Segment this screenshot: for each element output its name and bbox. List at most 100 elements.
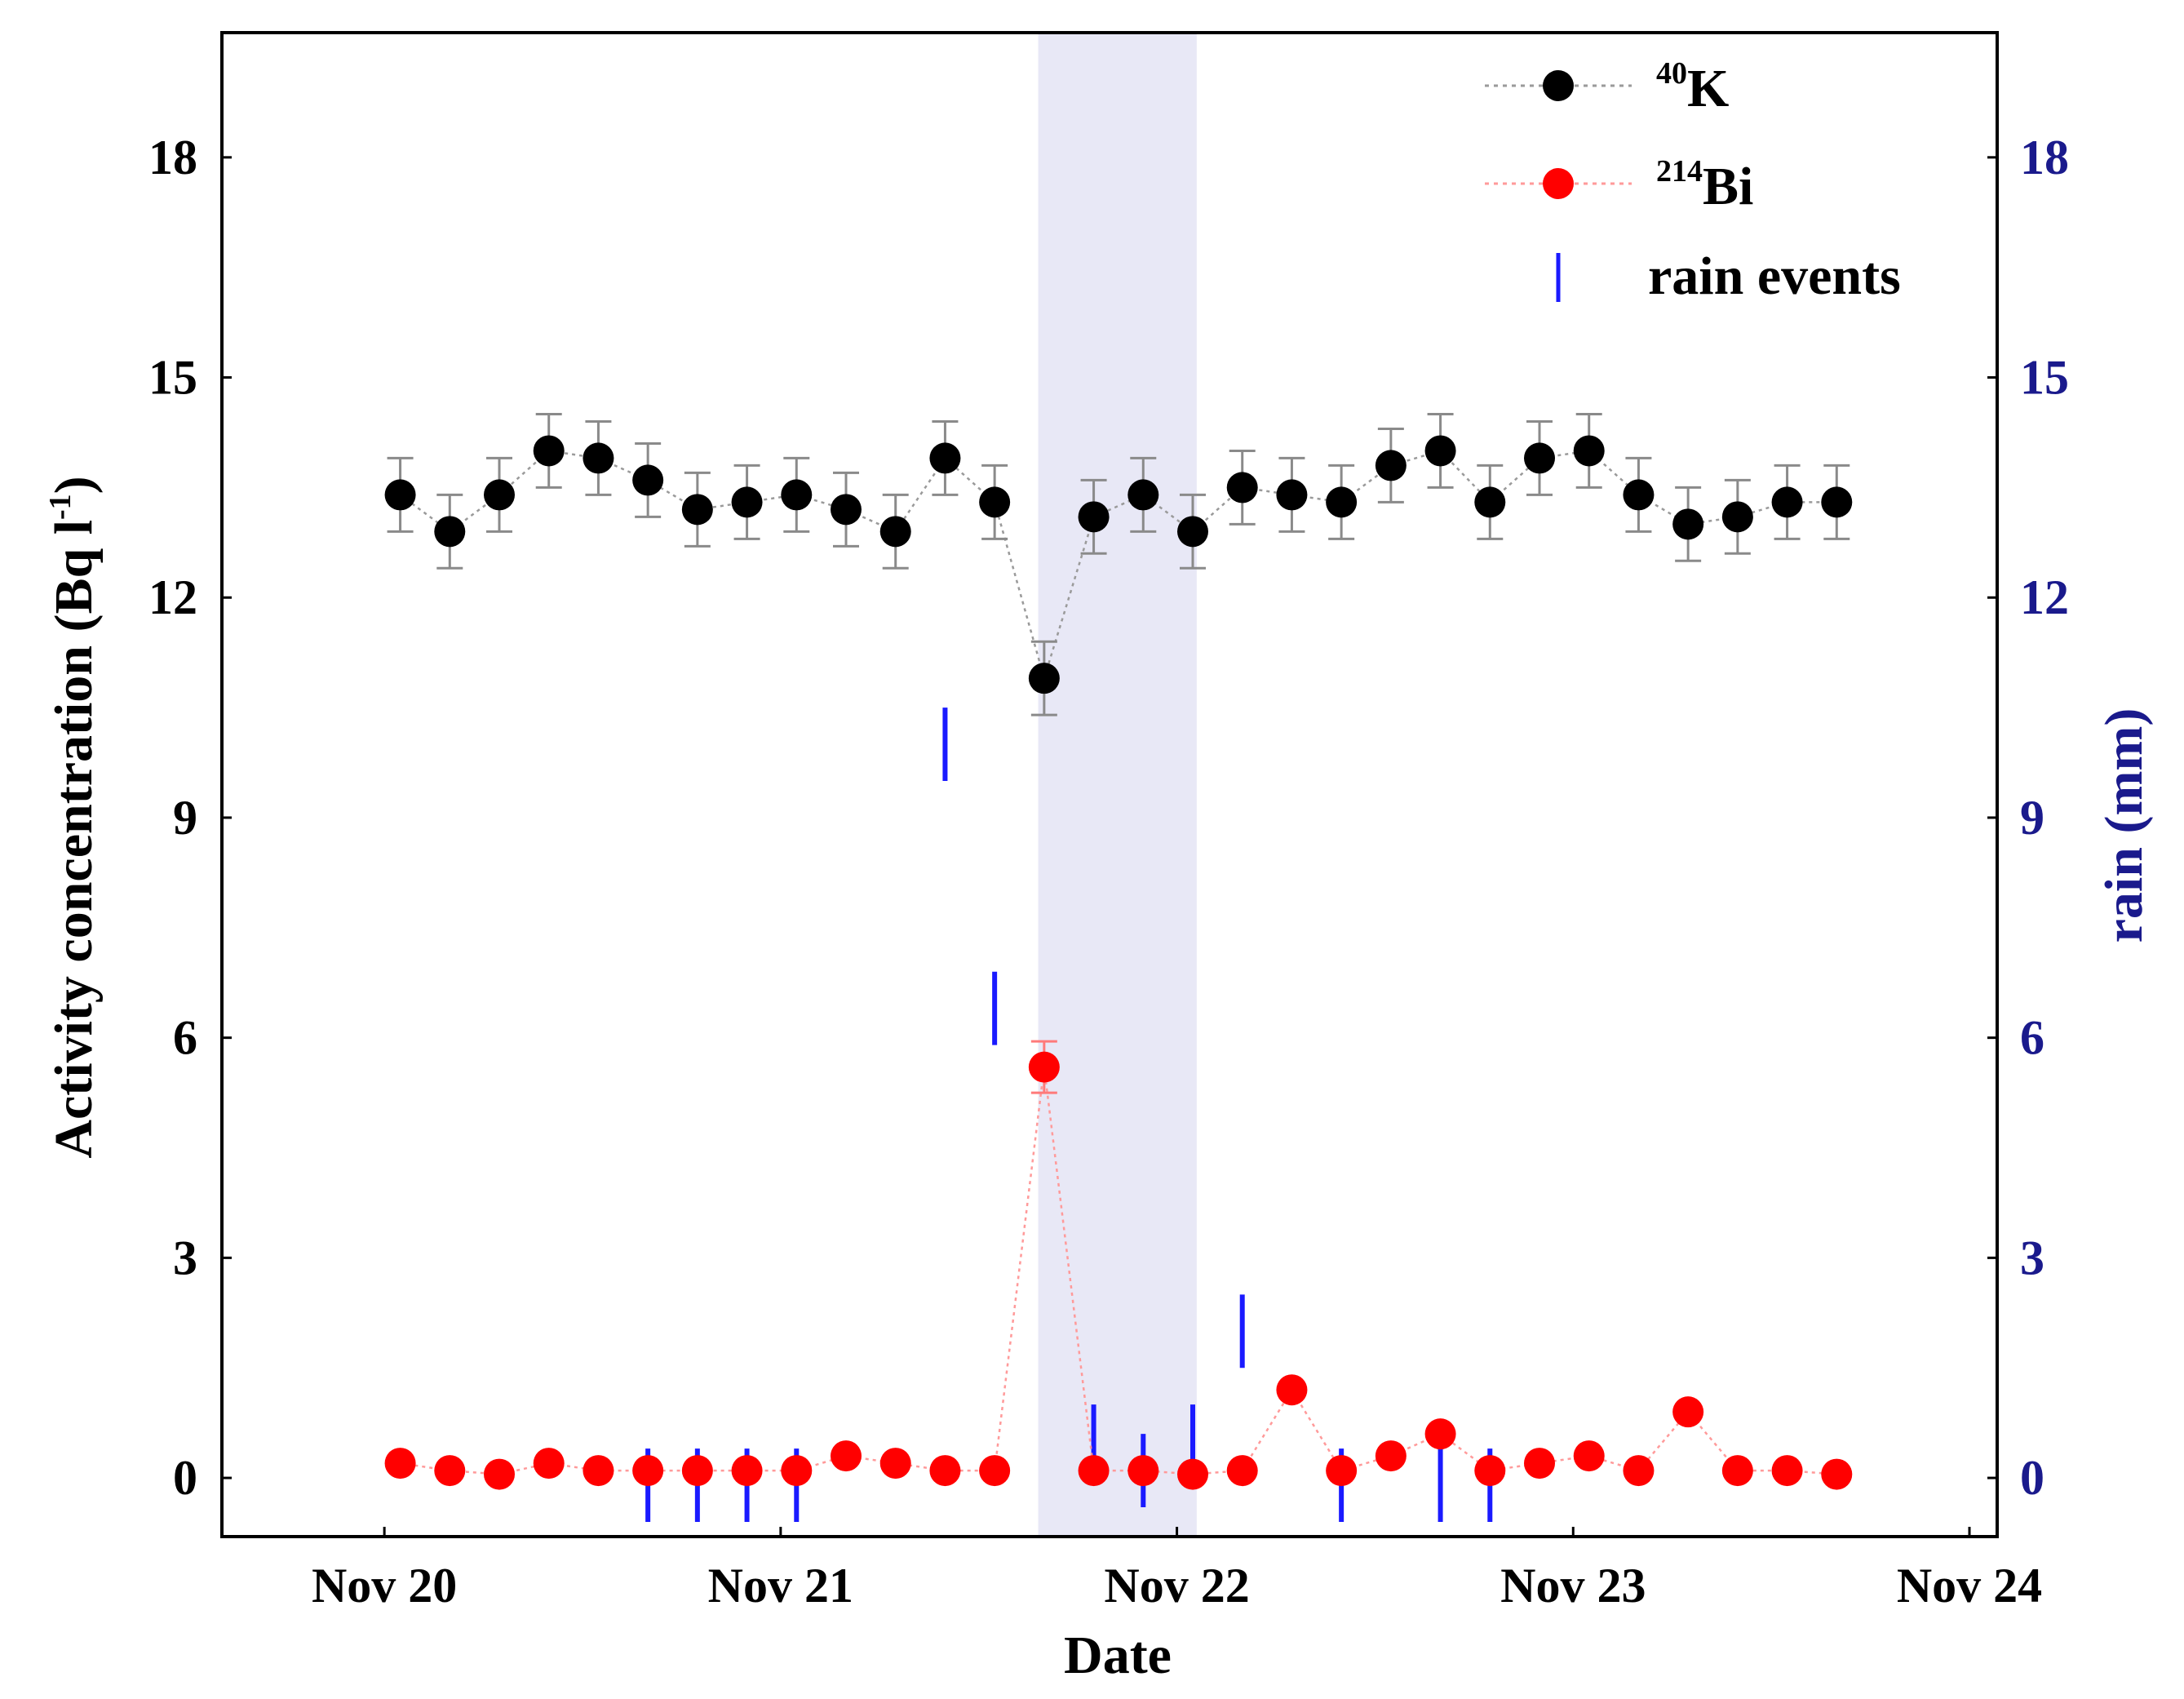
bi214-point bbox=[533, 1448, 565, 1479]
x-tick-label: Nov 23 bbox=[1500, 1559, 1646, 1612]
k40-point bbox=[1623, 479, 1655, 511]
y-left-tick-label: 18 bbox=[148, 131, 197, 184]
bi214-point bbox=[1177, 1458, 1208, 1490]
k40-point bbox=[533, 435, 565, 467]
y-left-tick-label: 9 bbox=[173, 791, 197, 845]
k40-point bbox=[831, 494, 862, 526]
legend-k40-main: K bbox=[1687, 59, 1729, 118]
bi214-point bbox=[1276, 1374, 1308, 1406]
bi214-point bbox=[1623, 1455, 1655, 1487]
y-left-tick-label: 3 bbox=[173, 1231, 197, 1284]
shaded-region bbox=[1038, 33, 1197, 1537]
bi214-point bbox=[484, 1458, 515, 1490]
y-axis-left-title-sup: -1 bbox=[43, 494, 78, 520]
k40-point bbox=[632, 464, 664, 496]
k40-point bbox=[1326, 486, 1358, 518]
y-axis-left-title-main: Activity concentration (Bq l bbox=[44, 520, 104, 1159]
bi214-point bbox=[1078, 1455, 1110, 1487]
k40-point bbox=[1424, 435, 1456, 467]
k40-point bbox=[583, 442, 614, 474]
k40-point bbox=[879, 516, 911, 548]
k40-point bbox=[1672, 508, 1704, 540]
bi214-point bbox=[1821, 1458, 1853, 1490]
k40-series-layer bbox=[384, 412, 1853, 716]
y-right-tick-label: 9 bbox=[2020, 791, 2044, 845]
k40-point bbox=[1028, 663, 1060, 694]
k40-point bbox=[1226, 472, 1258, 503]
k40-point bbox=[731, 486, 763, 518]
y-right-tick-label: 0 bbox=[2020, 1451, 2044, 1505]
k40-point bbox=[1721, 501, 1753, 533]
legend-bi214-main: Bi bbox=[1703, 157, 1753, 216]
legend-bi214-label: 214Bi bbox=[1656, 154, 1753, 216]
bi214-point bbox=[1771, 1455, 1803, 1487]
legend-bi214-sup: 214 bbox=[1656, 154, 1703, 189]
tick-labels-layer: 0 3 6 9 12 15 18 0 3 6 9 12 15 18 Nov 20 Nov 21 Nov 22 No… bbox=[148, 131, 2069, 1612]
legend-k40-sup: 40 bbox=[1656, 56, 1687, 91]
y-right-tick-label: 3 bbox=[2020, 1231, 2044, 1284]
legend-bi214-marker bbox=[1543, 168, 1574, 199]
legend-rain-label: rain events bbox=[1648, 246, 1901, 306]
y-left-tick-label: 0 bbox=[173, 1451, 197, 1505]
x-axis-title: Date bbox=[1064, 1626, 1172, 1685]
x-tick-label: Nov 22 bbox=[1104, 1559, 1249, 1612]
bi214-point bbox=[1474, 1455, 1506, 1487]
k40-point bbox=[1375, 450, 1407, 481]
k40-point bbox=[1821, 486, 1853, 518]
bi214-point bbox=[1127, 1455, 1159, 1487]
k40-point bbox=[434, 516, 466, 548]
bi214-point bbox=[1226, 1455, 1258, 1487]
bi214-point bbox=[632, 1455, 664, 1487]
k40-point bbox=[681, 494, 713, 526]
k40-point bbox=[1127, 479, 1159, 511]
x-tick-label: Nov 24 bbox=[1897, 1559, 2042, 1612]
bi214-point bbox=[1721, 1455, 1753, 1487]
shaded-region-layer bbox=[1038, 33, 1197, 1537]
bi214-point bbox=[831, 1440, 862, 1472]
k40-point bbox=[1177, 516, 1208, 548]
bi214-point bbox=[1375, 1440, 1407, 1472]
legend: 40K 214Bi rain events bbox=[1485, 56, 1901, 306]
k40-point bbox=[1078, 501, 1110, 533]
k40-point bbox=[484, 479, 515, 511]
bi214-point bbox=[681, 1455, 713, 1487]
k40-point bbox=[781, 479, 813, 511]
legend-k40-label: 40K bbox=[1656, 56, 1729, 118]
bi214-point bbox=[434, 1455, 466, 1487]
y-left-tick-label: 15 bbox=[148, 351, 197, 405]
k40-point bbox=[1276, 479, 1308, 511]
k40-point bbox=[1573, 435, 1605, 467]
bi214-point bbox=[1028, 1051, 1060, 1083]
x-tick-label: Nov 20 bbox=[312, 1559, 457, 1612]
bi214-point bbox=[929, 1455, 961, 1487]
y-left-tick-label: 6 bbox=[173, 1011, 197, 1065]
bi214-point bbox=[731, 1455, 763, 1487]
k40-point bbox=[1771, 486, 1803, 518]
bi214-point bbox=[1424, 1418, 1456, 1450]
x-tick-label: Nov 21 bbox=[708, 1559, 853, 1612]
k40-point bbox=[979, 486, 1011, 518]
bi214-point bbox=[781, 1455, 813, 1487]
bi214-point bbox=[979, 1455, 1011, 1487]
bi214-point bbox=[583, 1455, 614, 1487]
bi214-point bbox=[1524, 1448, 1555, 1479]
bi214-series-layer bbox=[384, 1040, 1853, 1490]
y-axis-left-title-end: ) bbox=[44, 476, 104, 494]
bi214-point bbox=[1326, 1455, 1358, 1487]
k40-point bbox=[1524, 442, 1555, 474]
k40-point bbox=[384, 479, 416, 511]
k40-point bbox=[929, 442, 961, 474]
y-axis-left-title: Activity concentration (Bq l-1) bbox=[43, 476, 104, 1158]
k40-point bbox=[1474, 486, 1506, 518]
y-left-tick-label: 12 bbox=[148, 570, 197, 624]
y-right-tick-label: 15 bbox=[2020, 351, 2069, 405]
bi214-point bbox=[1672, 1396, 1704, 1428]
bi214-point bbox=[879, 1448, 911, 1479]
y-right-tick-label: 12 bbox=[2020, 570, 2069, 624]
y-right-tick-label: 18 bbox=[2020, 131, 2069, 184]
legend-k40-marker bbox=[1543, 70, 1574, 101]
plot-frame bbox=[220, 31, 1999, 1538]
y-right-tick-label: 6 bbox=[2020, 1011, 2044, 1065]
bi214-point bbox=[384, 1448, 416, 1479]
